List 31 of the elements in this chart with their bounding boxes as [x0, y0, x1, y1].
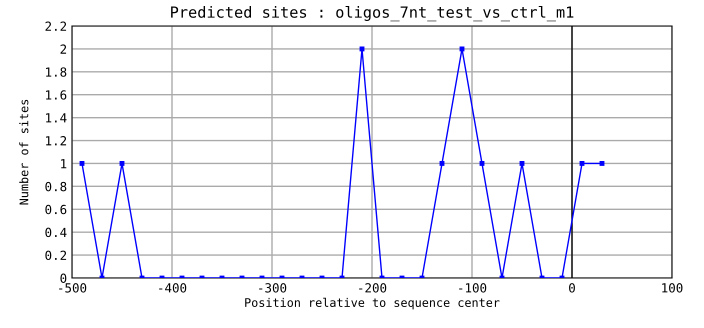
y-tick-label: 1.6 [46, 90, 66, 100]
y-tick-label: 2.2 [45, 22, 66, 31]
x-tick-label: -500 [59, 283, 86, 293]
y-tick-label: 0.4 [45, 228, 67, 238]
y-tick-label: 0.2 [45, 250, 66, 260]
x-tick-label: -100 [459, 283, 486, 293]
x-tick-label: 0 [569, 283, 575, 293]
point [360, 46, 364, 52]
point [600, 161, 604, 166]
x-tick-label: -300 [259, 283, 286, 293]
y-tick-label: 1.8 [46, 67, 66, 77]
point [520, 161, 524, 166]
y-tick-label: 0.8 [45, 182, 66, 192]
y-tick-label: 1 [61, 159, 66, 168]
point [80, 161, 84, 166]
y-tick-label: 1.4 [46, 113, 67, 122]
x-axis-title: Position relative to sequence center [245, 298, 500, 310]
y-tick-label: 0.6 [45, 204, 66, 214]
y-tick-label: 2 [60, 44, 66, 54]
y-tick-label: 0 [60, 274, 66, 283]
point [460, 46, 464, 52]
chart-title: Predicted sites : oligos_7nt_test_vs_ctrl_m1 [171, 6, 574, 22]
point [480, 161, 484, 166]
y-axis-title: Number of sites [19, 100, 28, 205]
point [440, 161, 444, 166]
x-tick-label: -400 [159, 283, 186, 293]
x-tick-label: -200 [359, 283, 386, 293]
x-tick-label: 100 [662, 283, 682, 293]
point [580, 161, 584, 166]
point [120, 161, 124, 166]
y-tick-label: 1.2 [46, 136, 66, 146]
